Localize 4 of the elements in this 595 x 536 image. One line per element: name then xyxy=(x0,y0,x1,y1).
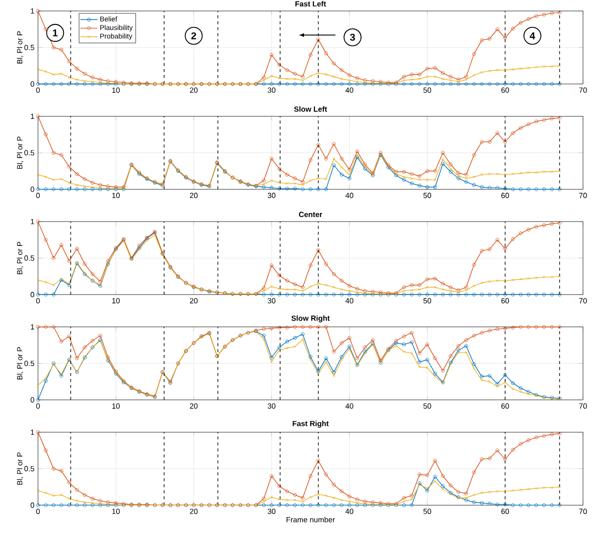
annotation: 1 xyxy=(52,29,58,36)
annotation: 4 xyxy=(530,32,536,40)
annotation: 2 xyxy=(191,32,196,40)
annotation: 3 xyxy=(350,34,355,41)
